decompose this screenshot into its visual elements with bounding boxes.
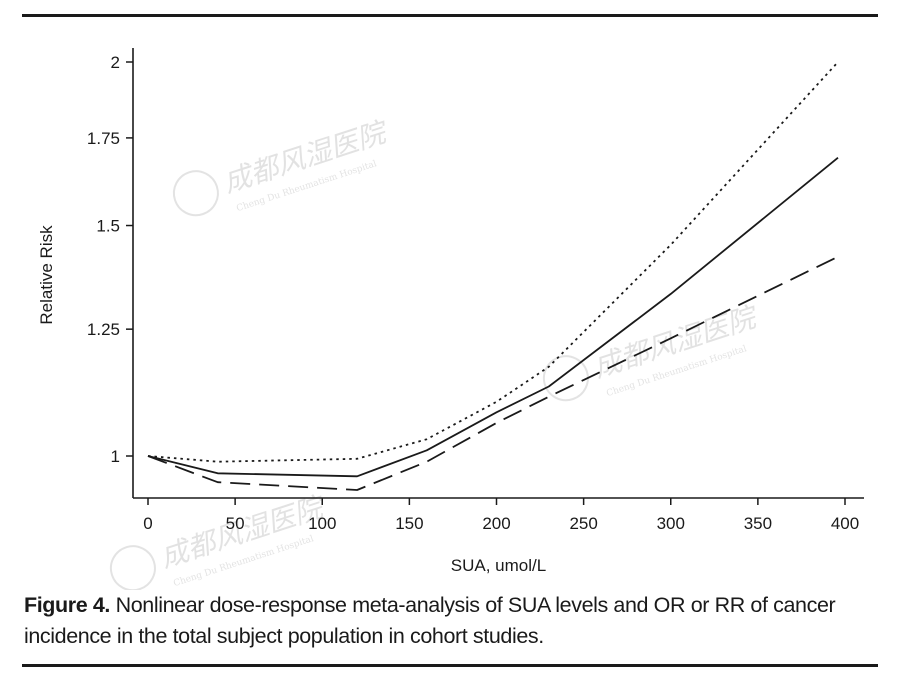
figure-caption: Figure 4. Nonlinear dose-response meta-a… [24,590,884,652]
watermark-upper: 成都风湿医院 Cheng Du Rheumatism Hospital [172,115,393,217]
series-line-dotted [147,61,839,463]
x-tick-label: 400 [831,514,859,533]
x-tick-label: 200 [482,514,510,533]
y-tick-label: 2 [111,53,120,72]
x-tick-label: 300 [657,514,685,533]
watermark-lower: 成都风湿医院 Cheng Du Rheumatism Hospital [109,490,330,590]
series-line-solid [147,157,839,478]
x-axis-label: SUA, umol/L [451,556,546,575]
y-tick-label: 1 [111,447,120,466]
x-tick-label: 150 [395,514,423,533]
y-tick-label: 1.5 [96,217,120,236]
figure-label: Figure 4. [24,593,111,617]
series-line-dashed [147,255,839,491]
x-tick-label: 100 [308,514,336,533]
watermark-middle: 成都风湿医院 Cheng Du Rheumatism Hospital [542,300,763,402]
x-tick-label: 250 [569,514,597,533]
y-tick-label: 1.75 [87,129,120,148]
series-group [147,61,839,491]
figure-caption-text: Nonlinear dose-response meta-analysis of… [24,593,836,648]
bottom-rule [22,664,878,667]
top-rule [22,14,878,17]
x-tick-label: 0 [143,514,152,533]
y-axis-label: Relative Risk [37,225,56,325]
dose-response-chart: 成都风湿医院 Cheng Du Rheumatism Hospital 成都风湿… [37,48,864,590]
axes-group: 0 50 100 150 200 250 300 350 400 1 1.25 1.5 1.75 2 [87,48,864,533]
y-tick-label: 1.25 [87,320,120,339]
x-tick-label: 350 [744,514,772,533]
x-tick-label: 50 [226,514,245,533]
